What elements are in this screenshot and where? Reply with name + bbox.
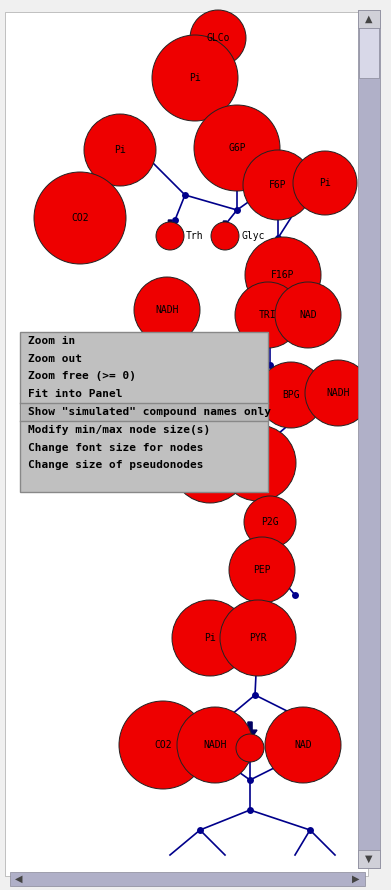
Circle shape [172,600,248,676]
FancyBboxPatch shape [358,850,380,868]
Circle shape [194,105,280,191]
Text: CO2: CO2 [71,213,89,223]
FancyBboxPatch shape [5,12,368,876]
Circle shape [305,360,371,426]
Circle shape [84,114,156,186]
Text: Trh: Trh [186,231,204,241]
Text: NADH: NADH [203,740,227,750]
Text: Zoom in: Zoom in [28,336,75,346]
FancyBboxPatch shape [20,332,268,492]
Text: F16P: F16P [271,270,295,280]
Circle shape [244,496,296,548]
Text: Pi: Pi [204,460,216,470]
Circle shape [245,237,321,313]
Text: ▲: ▲ [365,14,373,24]
Text: Fit into Panel: Fit into Panel [28,389,122,400]
Text: Zoom free (>= 0): Zoom free (>= 0) [28,371,136,382]
Text: PEP: PEP [253,565,271,575]
FancyArrow shape [219,221,231,233]
FancyBboxPatch shape [359,28,379,78]
FancyArrow shape [243,722,257,740]
Text: G6P: G6P [228,143,246,153]
Text: NADH: NADH [326,388,350,398]
Circle shape [177,707,253,783]
Text: TRI: TRI [259,310,277,320]
Circle shape [258,362,324,428]
Text: PYR: PYR [249,633,267,643]
Circle shape [134,277,200,343]
Circle shape [243,150,313,220]
Circle shape [172,427,248,503]
Text: ▶: ▶ [352,874,360,884]
Circle shape [211,222,239,250]
Circle shape [275,282,341,348]
Text: P2G: P2G [261,517,279,527]
Text: Change size of pseudonodes: Change size of pseudonodes [28,460,203,470]
Circle shape [119,701,207,789]
Text: Pi: Pi [114,145,126,155]
Circle shape [235,282,301,348]
Text: Change font size for nodes: Change font size for nodes [28,442,203,453]
Text: GLCo: GLCo [206,33,230,43]
Circle shape [220,600,296,676]
Text: Glyc: Glyc [241,231,264,241]
Text: NAD: NAD [299,310,317,320]
Text: NAD: NAD [294,740,312,750]
Text: ◀: ◀ [15,874,23,884]
FancyBboxPatch shape [358,10,380,28]
Circle shape [220,425,296,501]
Circle shape [265,707,341,783]
Text: Pi: Pi [189,73,201,83]
Text: BPG: BPG [282,390,300,400]
Text: Modify min/max node size(s): Modify min/max node size(s) [28,425,210,435]
FancyBboxPatch shape [358,10,380,868]
FancyBboxPatch shape [21,404,267,421]
Text: Show "simulated" compound names only: Show "simulated" compound names only [28,407,271,417]
Circle shape [156,222,184,250]
Circle shape [152,35,238,121]
Circle shape [293,151,357,215]
FancyArrow shape [165,220,176,232]
Text: Zoom out: Zoom out [28,353,82,364]
Text: Pi: Pi [204,633,216,643]
Text: Pi: Pi [319,178,331,188]
Text: NADH: NADH [155,305,179,315]
Circle shape [34,172,126,264]
Text: P3G: P3G [249,458,267,468]
Text: F6P: F6P [269,180,287,190]
Circle shape [236,734,264,762]
Circle shape [229,537,295,603]
Text: CO2: CO2 [154,740,172,750]
Text: ▼: ▼ [365,854,373,864]
Circle shape [190,10,246,66]
FancyBboxPatch shape [10,872,365,886]
